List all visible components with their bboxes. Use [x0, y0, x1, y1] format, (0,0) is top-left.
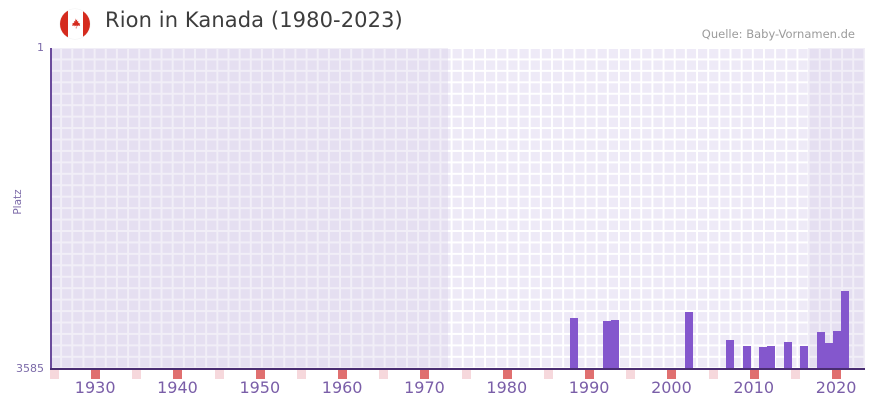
x-axis-tick-label: 1940	[157, 378, 198, 397]
shaded-region-before-series	[50, 48, 448, 369]
chart-header: Rion in Kanada (1980-2023) Quelle: Baby-…	[0, 0, 873, 44]
x-axis-minor-marker	[626, 370, 636, 379]
bar	[816, 332, 825, 369]
x-axis-tick-label: 1990	[568, 378, 610, 397]
shaded-region-after-series	[808, 48, 865, 369]
x-axis-minor-marker	[790, 370, 800, 379]
x-axis-tick-marker	[420, 370, 430, 379]
x-axis-minor-marker	[708, 370, 718, 379]
bar	[726, 339, 735, 369]
bar	[824, 343, 833, 369]
x-axis-minor-marker	[214, 370, 224, 379]
x-axis-minor-marker	[379, 370, 389, 379]
plot-area	[50, 48, 865, 369]
bar	[758, 347, 767, 369]
x-axis-tick-label: 1930	[74, 378, 116, 397]
x-axis-tick-marker	[502, 370, 512, 379]
bar-series	[50, 48, 865, 369]
y-axis-bottom-tick: 3585	[16, 362, 44, 375]
x-axis-tick-label: 1950	[239, 378, 281, 397]
bar	[610, 320, 619, 369]
bar	[833, 330, 842, 369]
bar	[767, 345, 776, 369]
bar	[684, 312, 693, 369]
x-axis-tick-marker	[338, 370, 348, 379]
x-axis-minor-marker	[50, 370, 59, 379]
x-axis-minor-marker	[296, 370, 306, 379]
y-axis-top-tick: 1	[37, 41, 44, 54]
bar	[602, 321, 611, 369]
x-axis-minor-marker	[461, 370, 471, 379]
page-title: Rion in Kanada (1980-2023)	[105, 8, 403, 32]
x-axis-tick-marker	[91, 370, 101, 379]
x-axis-tick-label: 2020	[815, 378, 857, 397]
x-axis-tick-label: 1980	[486, 378, 528, 397]
bar	[742, 346, 751, 369]
y-axis-line	[50, 48, 52, 370]
x-axis-tick-label: 1960	[321, 378, 363, 397]
x-axis-minor-marker	[543, 370, 553, 379]
x-axis-tick-marker	[749, 370, 759, 379]
bar	[841, 290, 850, 369]
bar	[783, 341, 792, 369]
x-axis-minor-marker	[132, 370, 142, 379]
x-axis-tick-label: 2010	[733, 378, 775, 397]
canada-flag-icon	[60, 9, 90, 39]
x-axis-tick-marker	[832, 370, 842, 379]
x-axis-line	[50, 368, 865, 370]
source-attribution: Quelle: Baby-Vornamen.de	[701, 27, 855, 41]
grid-lines	[50, 48, 865, 369]
x-axis-tick-label: 1970	[404, 378, 445, 397]
x-axis-tick-marker	[255, 370, 265, 379]
x-axis-tick-marker	[667, 370, 677, 379]
x-axis-tick-marker	[585, 370, 595, 379]
bar	[569, 318, 578, 369]
bar	[800, 345, 809, 369]
x-axis-tick-marker	[173, 370, 183, 379]
x-axis-tick-label: 2000	[651, 378, 692, 397]
